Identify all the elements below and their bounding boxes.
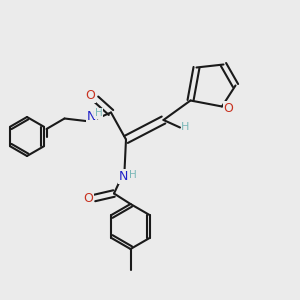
Text: H: H [94, 108, 102, 118]
Text: H: H [181, 122, 190, 133]
Text: H: H [129, 170, 137, 181]
Text: O: O [85, 89, 95, 103]
Text: N: N [118, 170, 128, 183]
Text: O: O [224, 101, 233, 115]
Text: O: O [84, 191, 93, 205]
Text: N: N [87, 110, 96, 123]
